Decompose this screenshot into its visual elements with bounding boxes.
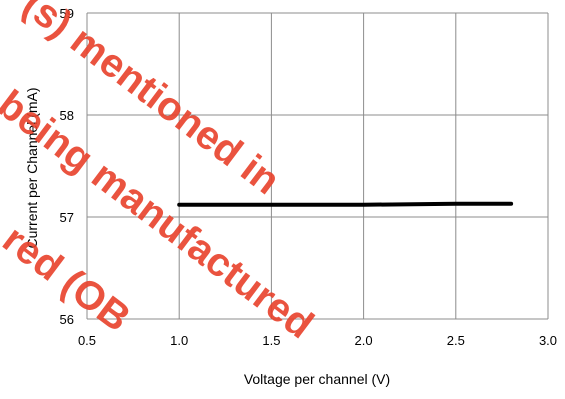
x-tick-labels: 0.5 1.0 1.5 2.0 2.5 3.0 xyxy=(78,333,557,348)
series-lines xyxy=(177,201,514,207)
x-tick-label: 2.5 xyxy=(447,333,465,348)
y-tick-label: 58 xyxy=(60,108,74,123)
y-axis-title: Current per Channel (mA) xyxy=(24,87,40,248)
y-tick-label: 59 xyxy=(60,6,74,21)
x-tick-label: 1.0 xyxy=(170,333,188,348)
x-axis-title: Voltage per channel (V) xyxy=(244,371,390,387)
grid-lines xyxy=(86,12,549,320)
y-tick-labels: 56 57 58 59 xyxy=(60,6,74,327)
x-tick-label: 0.5 xyxy=(78,333,96,348)
series-line xyxy=(177,201,514,207)
x-tick-label: 2.0 xyxy=(355,333,373,348)
y-tick-label: 57 xyxy=(60,210,74,225)
x-tick-label: 1.5 xyxy=(262,333,280,348)
y-tick-label: 56 xyxy=(60,312,74,327)
x-tick-label: 3.0 xyxy=(539,333,557,348)
